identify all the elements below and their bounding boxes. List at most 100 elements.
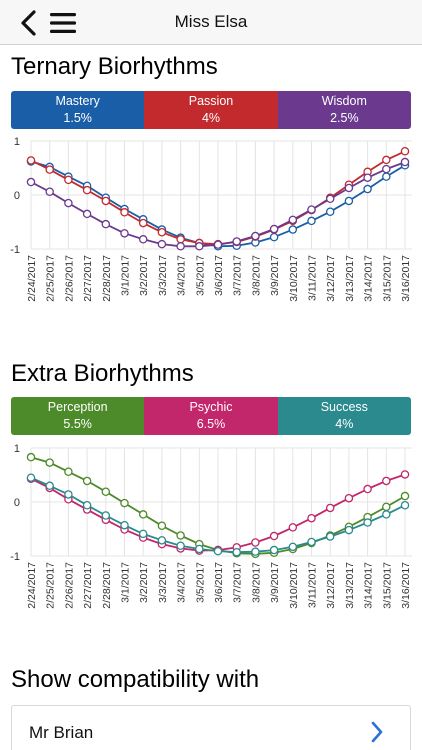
data-point — [382, 510, 391, 519]
x-tick-label: 3/15/2017 — [381, 255, 393, 302]
x-tick-label: 3/4/2017 — [176, 562, 188, 603]
perception-segment[interactable]: Perception 5.5% — [11, 397, 145, 435]
x-tick-label: 3/2/2017 — [138, 255, 150, 296]
data-point — [363, 173, 372, 182]
extra-line-chart: 1 0 -1 2/24/2017 2/25/2017 2/26/2017 2/27/2017… — [10, 443, 412, 609]
x-tick-label: 3/8/2017 — [250, 562, 262, 603]
data-point — [307, 513, 316, 523]
x-tick-label: 3/6/2017 — [213, 255, 225, 296]
x-tick-label: 3/3/2017 — [157, 255, 169, 296]
data-point — [138, 218, 148, 228]
ternary-section-title: Ternary Biorhythms — [11, 53, 218, 80]
extra-summary-bar: Perception 5.5% Psychic 6.5% Success 4% — [11, 397, 411, 435]
wisdom-label: Wisdom — [321, 94, 367, 108]
data-point — [269, 545, 279, 555]
data-point — [363, 484, 372, 494]
x-tick-label: 2/26/2017 — [63, 255, 75, 302]
data-point — [176, 541, 185, 550]
psychic-value: 6.5% — [196, 417, 226, 431]
success-label: Success — [320, 400, 368, 414]
data-point — [232, 237, 241, 246]
x-tick-label: 3/2/2017 — [138, 562, 150, 603]
data-point — [26, 473, 36, 482]
data-point — [325, 503, 335, 513]
data-point — [251, 538, 260, 547]
x-tick-label: 3/3/2017 — [157, 562, 169, 603]
x-tick-label: 3/15/2017 — [381, 562, 393, 609]
perception-value: 5.5% — [63, 417, 92, 431]
x-tick-label: 3/11/2017 — [307, 255, 319, 301]
extra-section-title: Extra Biorhythms — [11, 360, 194, 387]
data-point — [45, 481, 54, 491]
data-point — [195, 544, 204, 554]
x-tick-label: 3/16/2017 — [400, 255, 412, 302]
y-tick-label: -1 — [10, 244, 20, 256]
data-point — [176, 242, 185, 251]
data-point — [325, 194, 335, 204]
y-tick-label: 0 — [14, 190, 20, 202]
passion-segment[interactable]: Passion 4% — [144, 91, 278, 129]
data-point — [325, 532, 335, 541]
x-tick-label: 3/7/2017 — [232, 562, 244, 603]
menu-button[interactable] — [50, 12, 76, 34]
data-point — [288, 225, 298, 234]
data-point — [363, 518, 372, 527]
x-tick-label: 3/10/2017 — [288, 562, 300, 609]
data-point — [120, 520, 129, 530]
x-tick-label: 3/8/2017 — [250, 255, 262, 296]
x-tick-label: 3/1/2017 — [120, 562, 132, 603]
data-point — [363, 184, 372, 194]
data-point — [45, 187, 54, 197]
x-tick-label: 2/24/2017 — [26, 255, 38, 302]
wisdom-segment[interactable]: Wisdom 2.5% — [277, 91, 411, 129]
mastery-segment[interactable]: Mastery 1.5% — [11, 91, 145, 129]
x-tick-label: 2/25/2017 — [45, 255, 57, 302]
chevron-left-icon — [21, 10, 36, 36]
data-point — [101, 487, 111, 496]
data-point — [138, 510, 148, 519]
data-point — [138, 529, 148, 539]
data-point — [344, 525, 354, 535]
success-segment[interactable]: Success 4% — [277, 397, 411, 435]
data-point — [344, 493, 354, 503]
compatibility-title: Show compatibility with — [11, 666, 260, 693]
data-point — [400, 500, 410, 510]
data-point — [101, 219, 111, 229]
x-tick-label: 2/27/2017 — [82, 562, 94, 609]
data-point — [269, 224, 279, 234]
data-point — [64, 175, 73, 185]
data-point — [26, 177, 36, 187]
data-point — [288, 523, 298, 532]
x-tick-label: 3/16/2017 — [400, 562, 412, 609]
data-point — [82, 209, 92, 219]
x-tick-label: 3/12/2017 — [325, 562, 337, 609]
data-point — [269, 531, 279, 541]
x-tick-label: 3/1/2017 — [120, 255, 132, 296]
data-point — [45, 165, 54, 174]
navigation-bar: Miss Elsa — [0, 0, 422, 45]
x-tick-label: 3/10/2017 — [288, 255, 300, 302]
data-point — [325, 207, 335, 216]
data-point — [344, 183, 354, 193]
data-point — [269, 232, 279, 242]
x-tick-label: 2/24/2017 — [26, 562, 38, 609]
data-point — [120, 208, 129, 217]
data-point — [176, 531, 185, 540]
x-tick-label: 3/14/2017 — [363, 562, 375, 609]
x-tick-label: 2/26/2017 — [63, 562, 75, 609]
perception-label: Perception — [47, 400, 108, 414]
x-tick-label: 3/12/2017 — [325, 255, 337, 302]
chevron-right-icon — [371, 721, 383, 743]
data-point — [120, 229, 129, 238]
data-point — [101, 511, 111, 520]
x-tick-label: 3/5/2017 — [194, 255, 206, 296]
mastery-label: Mastery — [55, 94, 100, 108]
psychic-segment[interactable]: Psychic 6.5% — [144, 397, 278, 435]
x-tick-label: 3/4/2017 — [176, 255, 188, 296]
back-button[interactable] — [18, 9, 40, 37]
x-tick-label: 3/9/2017 — [269, 562, 281, 603]
passion-label: Passion — [188, 94, 234, 108]
compatibility-person-row[interactable]: Mr Brian — [11, 705, 411, 750]
data-point — [382, 502, 391, 512]
ternary-line-chart: 1 0 -1 2/24/2017 2/25/2017 2/26/2017 2/27/2017… — [10, 136, 412, 302]
